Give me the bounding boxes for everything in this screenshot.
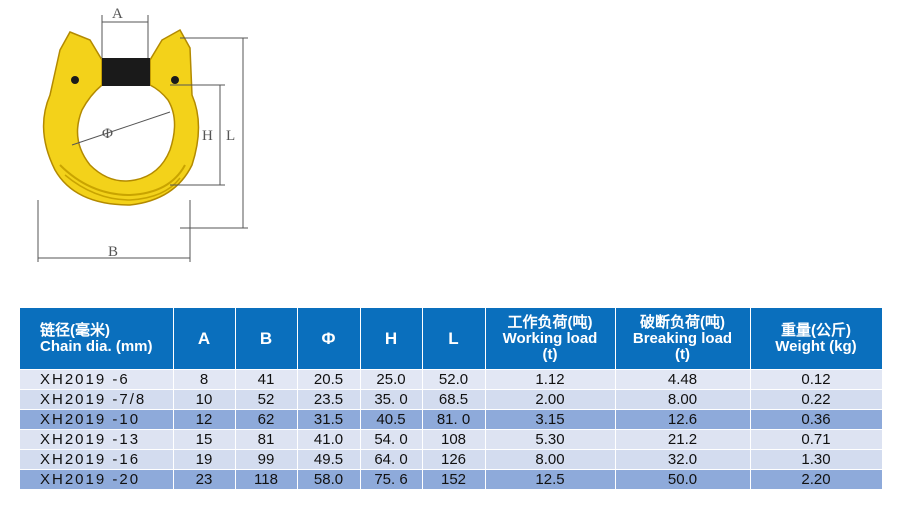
table-cell: XH2019 -16 <box>20 449 174 470</box>
table-cell: 50.0 <box>615 469 751 489</box>
label-b: B <box>108 244 118 260</box>
table-cell: 41.0 <box>297 429 361 450</box>
table-row: XH2019 -13 15 81 41.0 54. 0 108 5.30 21.2 0.71 <box>20 429 883 450</box>
table-cell: 118 <box>235 469 298 489</box>
table-cell: 12.5 <box>485 469 616 489</box>
header-en: B <box>259 328 273 348</box>
table-cell: 41 <box>235 369 298 390</box>
table-cell: 0.36 <box>750 409 883 430</box>
table-cell: 1.30 <box>750 449 883 470</box>
table-cell: 15 <box>173 429 236 450</box>
header-cn: 工作负荷(吨) <box>507 313 593 331</box>
table-cell: 31.5 <box>297 409 361 430</box>
table-cell: XH2019 -20 <box>20 469 174 489</box>
column-header: Φ <box>297 308 361 370</box>
table-row: XH2019 -6 8 41 20.5 25.0 52.0 1.12 4.48 0.12 <box>20 369 883 390</box>
table-cell: 68.5 <box>422 389 486 410</box>
column-header: 链径(毫米) Chain dia. (mm) <box>20 308 174 370</box>
label-a: A <box>112 6 123 22</box>
table-cell: 54. 0 <box>360 429 423 450</box>
table-cell: 2.00 <box>485 389 616 410</box>
table-cell: 81. 0 <box>422 409 486 430</box>
shackle-body <box>42 28 200 206</box>
table-cell: 52 <box>235 389 298 410</box>
table-cell: 108 <box>422 429 486 450</box>
header-en: Breaking load <box>632 329 733 347</box>
table-cell: 0.71 <box>750 429 883 450</box>
table-cell: 99 <box>235 449 298 470</box>
table-cell: 0.12 <box>750 369 883 390</box>
column-header: L <box>422 308 486 370</box>
table-cell: 8.00 <box>615 389 751 410</box>
table-cell: 52.0 <box>422 369 486 390</box>
label-l: L <box>226 128 235 144</box>
table-row: XH2019 -7/8 10 52 23.5 35. 0 68.5 2.00 8.00 0.22 <box>20 389 883 410</box>
table-cell: 3.15 <box>485 409 616 430</box>
table-cell: 35. 0 <box>360 389 423 410</box>
column-header: B <box>235 308 298 370</box>
table-cell: 49.5 <box>297 449 361 470</box>
shackle-drawing: A B Φ H L <box>37 6 248 262</box>
table-cell: 81 <box>235 429 298 450</box>
table-cell: XH2019 -6 <box>20 369 174 390</box>
table-cell: 20.5 <box>297 369 361 390</box>
table-cell: 62 <box>235 409 298 430</box>
table-cell: 25.0 <box>360 369 423 390</box>
column-header: A <box>173 308 236 370</box>
dimension-lines <box>37 15 248 262</box>
table-cell: 19 <box>173 449 236 470</box>
table-cell: 8.00 <box>485 449 616 470</box>
table-cell: 5.30 <box>485 429 616 450</box>
header-en: A <box>197 328 211 348</box>
table-cell: 4.48 <box>615 369 751 390</box>
table-cell: 12.6 <box>615 409 751 430</box>
table-row: XH2019 -10 12 62 31.5 40.5 81. 0 3.15 12.6 0.36 <box>20 409 883 430</box>
label-phi: Φ <box>102 126 113 142</box>
header-unit: (t) <box>675 345 690 363</box>
table-cell: XH2019 -7/8 <box>20 389 174 410</box>
table-cell: 10 <box>173 389 236 410</box>
header-unit: (t) <box>542 345 558 363</box>
column-header: 重量(公斤) Weight (kg) <box>750 308 883 370</box>
table-cell: XH2019 -13 <box>20 429 174 450</box>
column-header: H <box>360 308 423 370</box>
table-cell: 8 <box>173 369 236 390</box>
header-en: Working load <box>502 329 598 347</box>
table-cell: 1.12 <box>485 369 616 390</box>
table-cell: 23 <box>173 469 236 489</box>
spec-table: 链径(毫米) Chain dia. (mm) A B Φ H L 工作负荷(吨) Working… <box>20 308 883 489</box>
table-cell: 0.22 <box>750 389 883 410</box>
table-header: 链径(毫米) Chain dia. (mm) A B Φ H L 工作负荷(吨) Working… <box>20 308 883 370</box>
header-en: Chain dia. (mm) <box>40 337 153 355</box>
header-en: Weight (kg) <box>775 337 857 355</box>
column-header: 工作负荷(吨) Working load (t) <box>485 308 616 370</box>
table-row: XH2019 -20 23 118 58.0 75. 6 152 12.5 50.0 2.20 <box>20 469 883 489</box>
column-header: 破断负荷(吨) Breaking load (t) <box>615 308 751 370</box>
table-cell: 126 <box>422 449 486 470</box>
header-en: Φ <box>321 328 336 348</box>
header-en: L <box>448 328 459 348</box>
table-row: XH2019 -16 19 99 49.5 64. 0 126 8.00 32.0 1.30 <box>20 449 883 470</box>
table-cell: 23.5 <box>297 389 361 410</box>
table-cell: XH2019 -10 <box>20 409 174 430</box>
table-cell: 32.0 <box>615 449 751 470</box>
table-cell: 12 <box>173 409 236 430</box>
header-cn: 重量(公斤) <box>781 321 851 339</box>
header-cn: 链径(毫米) <box>40 321 110 339</box>
table-cell: 21.2 <box>615 429 751 450</box>
pin <box>102 58 150 86</box>
table-cell: 58.0 <box>297 469 361 489</box>
label-h: H <box>202 128 213 144</box>
header-cn: 破断负荷(吨) <box>640 313 725 331</box>
table-cell: 40.5 <box>360 409 423 430</box>
table-cell: 64. 0 <box>360 449 423 470</box>
header-en: H <box>384 328 398 348</box>
table-cell: 152 <box>422 469 486 489</box>
table-cell: 2.20 <box>750 469 883 489</box>
table-cell: 75. 6 <box>360 469 423 489</box>
